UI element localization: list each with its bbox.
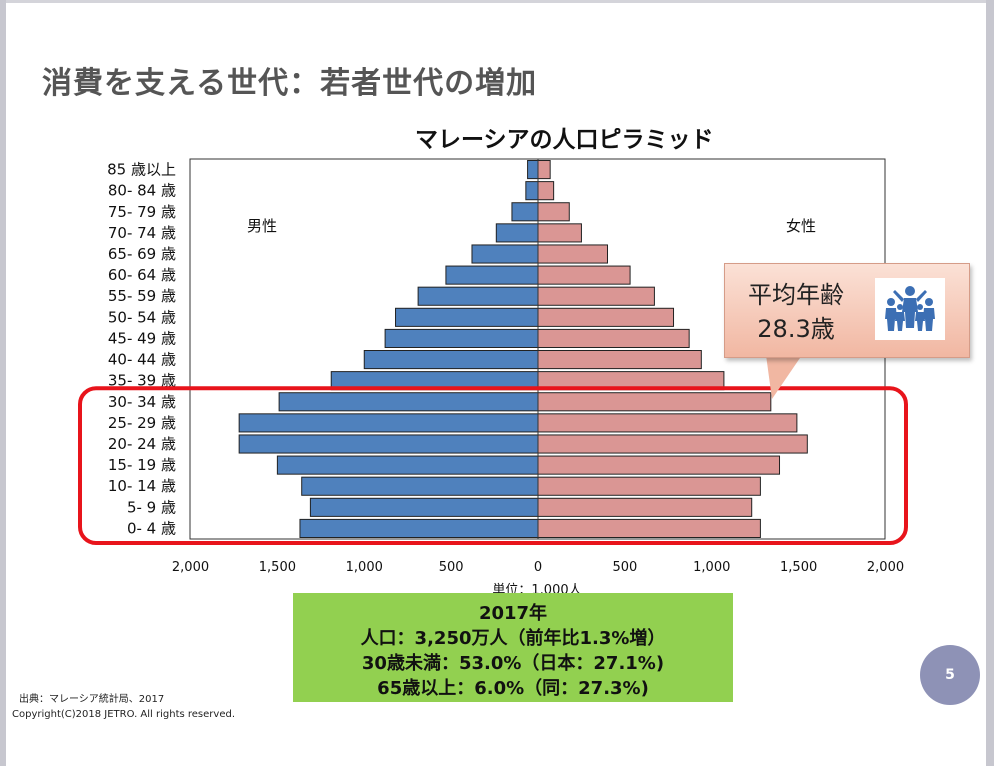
summary-info-box: 2017年 人口：3,250万人（前年比1.3%増） 30歳未満：53.0%（日… xyxy=(293,593,733,702)
x-tick-label: 1,000 xyxy=(346,560,383,575)
slide-title: 消費を支える世代：若者世代の増加 xyxy=(42,66,538,101)
age-group-label: 25- 29 歳 xyxy=(108,414,176,432)
age-group-label: 50- 54 歳 xyxy=(108,308,176,326)
male-bar xyxy=(276,455,539,475)
male-bar xyxy=(309,497,539,517)
female-bar xyxy=(537,350,702,370)
age-group-label: 30- 34 歳 xyxy=(108,393,176,411)
age-group-label: 15- 19 歳 xyxy=(108,456,176,474)
female-bar xyxy=(537,307,675,327)
x-tick-label: 2,000 xyxy=(172,560,209,575)
female-bar xyxy=(537,160,551,180)
callout-text: 平均年齢 28.3歳 xyxy=(737,278,855,346)
male-bar xyxy=(495,223,539,243)
x-tick-label: 0 xyxy=(534,560,542,575)
age-group-label: 70- 74 歳 xyxy=(108,224,176,242)
male-bar xyxy=(238,413,539,433)
info-year: 2017年 xyxy=(478,603,548,624)
slide-frame-right xyxy=(986,0,994,766)
female-bar xyxy=(537,434,808,454)
age-group-label: 10- 14 歳 xyxy=(108,477,176,495)
age-group-label: 80- 84 歳 xyxy=(108,182,176,200)
female-bar xyxy=(537,286,655,306)
x-tick-label: 500 xyxy=(439,560,464,575)
female-bar xyxy=(537,413,798,433)
female-bar xyxy=(537,476,761,496)
age-group-label: 60- 64 歳 xyxy=(108,266,176,284)
legend-male: 男性 xyxy=(247,217,277,235)
female-bar xyxy=(537,181,555,201)
age-group-label: 75- 79 歳 xyxy=(108,203,176,221)
people-group-icon xyxy=(875,278,945,340)
copyright-note: Copyright(C)2018 JETRO. All rights reser… xyxy=(12,709,235,720)
age-group-label: 85 歳以上 xyxy=(107,161,176,179)
population-pyramid-chart: 85 歳以上 80- 84 歳 75- 79 歳 70- 74 歳 65- 69 歳 60… xyxy=(78,158,908,598)
info-population: 人口：3,250万人（前年比1.3%増） xyxy=(360,628,666,649)
x-tick-label: 500 xyxy=(612,560,637,575)
age-group-label: 45- 49 歳 xyxy=(108,329,176,347)
female-bar xyxy=(537,455,781,475)
male-bar xyxy=(301,476,539,496)
source-note: 出典：マレーシア統計局、2017 xyxy=(19,694,165,705)
female-bar xyxy=(537,223,582,243)
x-tick-label: 2,000 xyxy=(867,560,904,575)
info-under-30: 30歳未満：53.0%（日本：27.1%) xyxy=(361,653,665,674)
age-group-label: 35- 39 歳 xyxy=(108,372,176,390)
legend-female: 女性 xyxy=(786,217,816,235)
male-bar xyxy=(417,286,539,306)
age-group-label: 65- 69 歳 xyxy=(108,245,176,263)
female-bar xyxy=(537,497,753,517)
info-over-65: 65歳以上：6.0%（同：27.3%) xyxy=(377,678,649,699)
male-bar xyxy=(471,244,539,264)
age-group-label: 40- 44 歳 xyxy=(108,351,176,369)
slide-frame-left xyxy=(0,0,6,766)
male-bar xyxy=(278,392,539,412)
female-bar xyxy=(537,244,608,264)
callout-value: 28.3歳 xyxy=(757,315,835,343)
chart-title: マレーシアの人口ピラミッド xyxy=(415,127,714,153)
under-30-highlight-box xyxy=(78,386,908,545)
male-bar xyxy=(238,434,539,454)
age-group-label: 0- 4 歳 xyxy=(127,519,176,537)
x-tick-label: 1,500 xyxy=(780,560,817,575)
female-bar xyxy=(537,202,570,222)
male-bar xyxy=(384,328,539,348)
x-tick-label: 1,000 xyxy=(693,560,730,575)
average-age-callout: 平均年齢 28.3歳 xyxy=(724,263,970,358)
male-bar xyxy=(445,265,539,285)
callout-tail xyxy=(766,355,802,399)
female-bar xyxy=(537,518,761,539)
male-bar xyxy=(527,160,539,180)
page-number-badge: 5 xyxy=(920,645,980,705)
male-bar xyxy=(299,518,539,539)
male-bar xyxy=(395,307,539,327)
age-group-label: 5- 9 歳 xyxy=(127,498,176,516)
slide-frame-top xyxy=(0,0,994,3)
male-bar xyxy=(363,350,539,370)
female-bar xyxy=(537,265,631,285)
age-group-label: 20- 24 歳 xyxy=(108,435,176,453)
male-bar xyxy=(511,202,539,222)
male-bar xyxy=(525,181,539,201)
callout-label: 平均年齢 xyxy=(748,281,844,309)
female-bar xyxy=(537,328,690,348)
x-tick-label: 1,500 xyxy=(259,560,296,575)
female-bar xyxy=(537,392,772,412)
age-group-label: 55- 59 歳 xyxy=(108,287,176,305)
